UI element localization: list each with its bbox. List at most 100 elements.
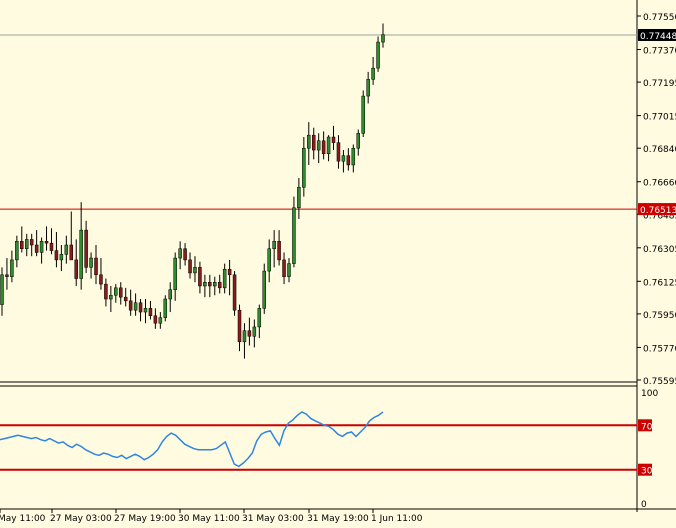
candle[interactable] (311, 127, 316, 160)
candle[interactable] (54, 231, 59, 268)
candle[interactable] (252, 319, 257, 348)
candle[interactable] (178, 241, 182, 270)
candle-body-bull (376, 41, 380, 69)
candle[interactable] (148, 300, 153, 320)
candle[interactable] (94, 245, 98, 285)
candle[interactable] (381, 23, 385, 48)
candle[interactable] (257, 304, 262, 339)
price-tick-label: 0.76125 (643, 278, 676, 288)
candle[interactable] (114, 284, 118, 303)
candle[interactable] (143, 299, 148, 324)
candle[interactable] (242, 323, 247, 359)
candle[interactable] (5, 258, 9, 290)
candle[interactable] (133, 293, 138, 316)
candle[interactable] (24, 233, 29, 257)
candle-body-bear (153, 315, 158, 324)
candle[interactable] (79, 202, 83, 290)
candle[interactable] (326, 135, 331, 162)
candle-body-bear (247, 330, 252, 337)
rsi-indicator-pane[interactable] (0, 385, 637, 471)
candle[interactable] (34, 230, 39, 257)
candle[interactable] (262, 263, 266, 314)
candle[interactable] (272, 230, 276, 268)
candle[interactable] (203, 274, 207, 298)
candle[interactable] (217, 274, 222, 294)
candle-body-bear (49, 242, 54, 251)
candle[interactable] (366, 71, 370, 104)
candle[interactable] (222, 263, 227, 294)
rsi-tick-label: 70 (641, 422, 653, 432)
candle[interactable] (341, 150, 346, 173)
candle[interactable] (15, 235, 19, 268)
candle[interactable] (163, 295, 168, 322)
candle-body-bull (173, 257, 177, 290)
candle[interactable] (336, 135, 341, 169)
candle-body-bear (29, 239, 34, 246)
candle[interactable] (213, 276, 217, 296)
rsi-line[interactable] (0, 411, 384, 468)
candle[interactable] (99, 258, 103, 290)
candle[interactable] (84, 220, 88, 273)
candle[interactable] (227, 259, 232, 296)
candle-body-bear (198, 267, 202, 287)
candle[interactable] (361, 90, 365, 138)
candle[interactable] (69, 211, 74, 261)
candle[interactable] (64, 235, 69, 264)
candle[interactable] (208, 274, 212, 298)
candle[interactable] (376, 36, 380, 72)
candle[interactable] (128, 289, 133, 316)
candle[interactable] (104, 278, 108, 307)
price-pane[interactable] (0, 0, 638, 512)
candle[interactable] (297, 177, 301, 219)
candle[interactable] (267, 239, 271, 283)
candle[interactable] (247, 317, 252, 346)
candle[interactable] (351, 144, 356, 173)
candle[interactable] (232, 271, 237, 316)
candle[interactable] (356, 129, 361, 156)
candle[interactable] (59, 245, 64, 272)
candle[interactable] (29, 233, 34, 257)
candle[interactable] (282, 252, 286, 285)
candle[interactable] (49, 228, 54, 255)
candle[interactable] (198, 261, 202, 294)
candle[interactable] (89, 252, 93, 279)
candle-body-bear (311, 134, 316, 151)
candle[interactable] (188, 252, 192, 279)
candle[interactable] (193, 256, 197, 283)
candle[interactable] (173, 252, 177, 301)
candle[interactable] (321, 131, 326, 160)
candle[interactable] (10, 250, 14, 283)
candle[interactable] (20, 226, 24, 253)
candle[interactable] (302, 137, 306, 197)
candle-body-bull (15, 241, 19, 261)
candle[interactable] (138, 299, 143, 322)
candle[interactable] (168, 282, 172, 313)
candle[interactable] (316, 133, 321, 164)
candle[interactable] (277, 230, 281, 266)
candle[interactable] (183, 243, 187, 266)
candle-body-bull (193, 267, 197, 274)
candle[interactable] (109, 285, 113, 313)
candle[interactable] (123, 287, 128, 307)
candle[interactable] (74, 239, 78, 286)
candle[interactable] (153, 308, 158, 329)
rsi-tick-label: 0 (641, 500, 647, 510)
candle[interactable] (44, 226, 49, 251)
candle[interactable] (287, 258, 291, 283)
candle[interactable] (237, 304, 242, 352)
candle-body-bull (64, 244, 69, 255)
candle[interactable] (292, 196, 296, 268)
candle[interactable] (371, 56, 375, 85)
candle[interactable] (119, 282, 123, 305)
candle[interactable] (307, 122, 311, 165)
candle[interactable] (0, 267, 4, 316)
candle[interactable] (331, 125, 336, 151)
candle[interactable] (158, 312, 163, 329)
candle[interactable] (346, 148, 351, 171)
candle[interactable] (39, 237, 44, 264)
time-tick-label: 27 May 19:00 (114, 514, 176, 524)
rsi-axis: 100 70 30 0 (638, 389, 658, 510)
